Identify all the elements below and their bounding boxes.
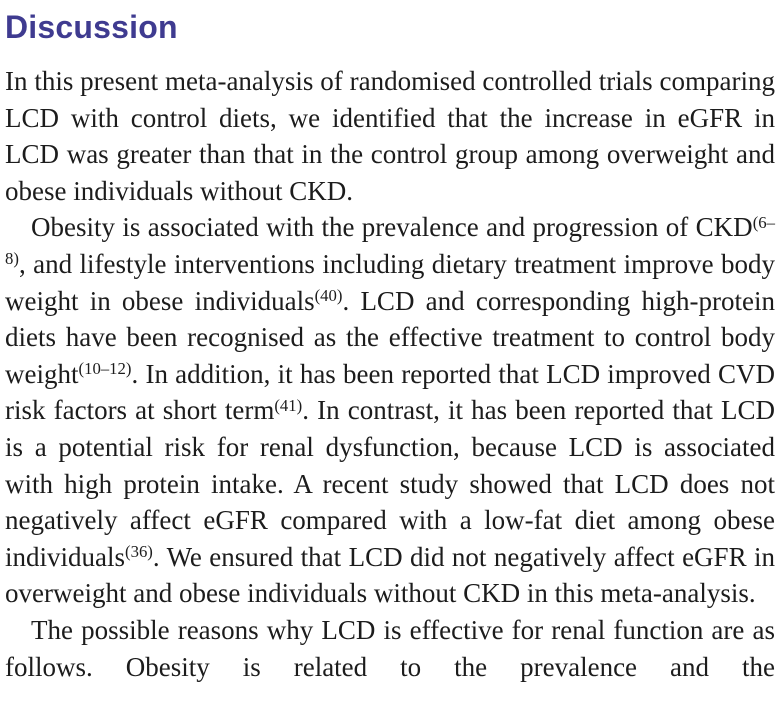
section-heading: Discussion [5,9,178,45]
citation-superscript: (41) [274,395,303,415]
citation-superscript: (40) [314,285,343,305]
citation-superscript: (36) [125,542,153,562]
paragraph: Obesity is associated with the prevalenc… [5,209,775,612]
paragraph-text: . In contrast, it has been reported that… [5,395,775,572]
paragraph-text: . In addition, it has been reported that… [5,358,775,426]
paragraph-text: Obesity is associated with the prevalenc… [31,212,753,243]
paragraph: The possible reasons why LCD is effectiv… [5,612,775,685]
citation-superscript: (10–12) [78,359,132,379]
paragraph-text: In this present meta-analysis of randomi… [5,66,775,206]
article-body: In this present meta-analysis of randomi… [5,63,775,685]
paragraph-text: The possible reasons why LCD is effectiv… [5,614,775,682]
paragraph-text: . LCD and corresponding high-protein die… [5,285,775,389]
paragraph-text: . We ensured that LCD did not negatively… [5,541,775,609]
citation-superscript: (6–8) [5,212,775,269]
paragraph-text: , and lifestyle interventions including … [5,248,775,316]
paragraph: In this present meta-analysis of randomi… [5,63,775,209]
